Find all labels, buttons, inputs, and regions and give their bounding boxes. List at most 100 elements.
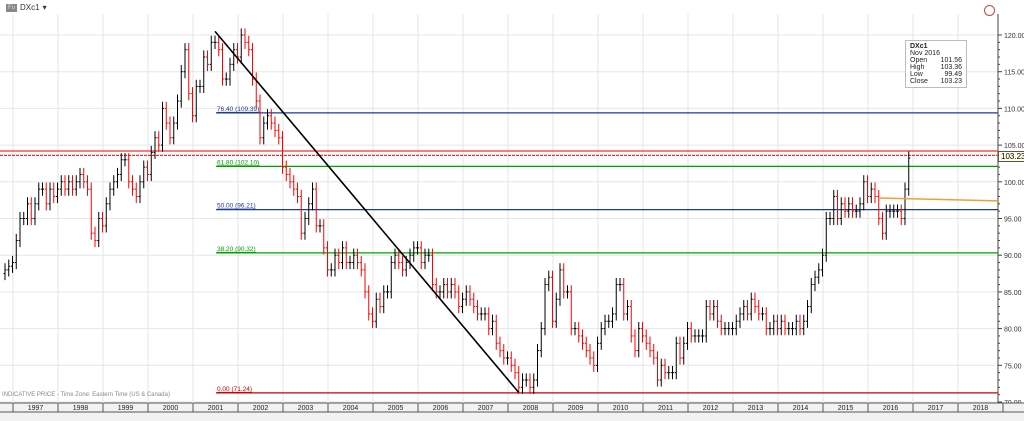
ohlc-bar xyxy=(288,167,292,189)
ohlc-bar xyxy=(176,94,179,130)
ohlc-bar xyxy=(389,255,393,299)
ohlc-bar xyxy=(116,167,119,189)
ohlc-bar xyxy=(74,175,78,196)
ohlc-bar xyxy=(498,336,502,358)
ohlc-bar xyxy=(52,182,56,204)
ohlc-bar xyxy=(266,109,269,130)
ohlc-bar xyxy=(667,366,671,380)
tooltip-label: Low xyxy=(910,71,923,78)
ohlc-bar xyxy=(487,307,491,336)
ohlc-bar xyxy=(262,116,266,145)
ohlc-bar xyxy=(112,175,116,196)
fib-level-label: 76.40 (109.39) xyxy=(217,106,259,113)
ohlc-bar xyxy=(123,153,127,167)
x-tick-label: 2010 xyxy=(613,405,629,412)
x-tick-label: 2002 xyxy=(253,405,269,412)
x-tick-label: 2009 xyxy=(568,405,584,412)
ohlc-bar xyxy=(239,28,243,64)
x-tick-label: 2001 xyxy=(208,405,224,412)
ohlc-bar xyxy=(513,358,517,380)
ohlc-bar xyxy=(146,160,149,182)
caret-down-icon[interactable]: ▾ xyxy=(42,3,47,12)
ohlc-bar xyxy=(637,321,641,358)
ohlc-bar xyxy=(847,197,851,218)
ohlc-bar xyxy=(202,50,206,93)
y-tick-label: 95.00 xyxy=(1004,217,1022,224)
ohlc-bar xyxy=(149,145,153,182)
ohlc-bar xyxy=(851,197,854,218)
ohlc-bar xyxy=(352,248,356,270)
tooltip-value: 101.56 xyxy=(940,57,962,64)
ohlc-bar xyxy=(757,299,761,321)
y-tick-label: 115.00 xyxy=(1004,70,1024,77)
ohlc-bar xyxy=(562,263,566,299)
ohlc-bar xyxy=(896,204,899,218)
x-tick-label: 2014 xyxy=(793,405,809,412)
ohlc-bar xyxy=(517,366,521,394)
ohlc-bar xyxy=(56,182,59,204)
ohlc-bar xyxy=(783,314,787,336)
ohlc-bar xyxy=(749,292,753,321)
ohlc-bar xyxy=(802,314,806,336)
tooltip-row: Low 99.49 xyxy=(910,71,962,78)
ohlc-bar xyxy=(626,299,629,321)
x-tick-label: 2012 xyxy=(703,405,719,412)
ohlc-bar xyxy=(674,336,678,380)
ohlc-bar xyxy=(22,211,26,226)
ohlc-bar xyxy=(772,314,776,336)
ohlc-bar xyxy=(382,285,386,314)
ohlc-bar xyxy=(903,182,907,226)
ohlc-bar xyxy=(296,182,299,204)
ohlc-bar xyxy=(86,175,89,196)
symbol-selector[interactable]: Fu DXc1 ▾ xyxy=(6,3,47,12)
ohlc-bar xyxy=(341,241,344,270)
ohlc-bar xyxy=(363,263,367,299)
clock-icon[interactable] xyxy=(984,5,995,16)
ohlc-bar xyxy=(761,307,764,321)
ohlc-bar xyxy=(63,175,67,196)
ohlc-bar xyxy=(581,329,584,350)
ohlc-bar xyxy=(416,241,419,255)
ohlc-bar xyxy=(442,277,446,299)
x-tick-label: 2007 xyxy=(478,405,494,412)
symbol-label: DXc1 xyxy=(20,3,40,12)
tooltip-value: 103.23 xyxy=(940,78,962,85)
ohlc-bar xyxy=(641,321,644,343)
ohlc-bar xyxy=(164,101,168,130)
fib-level-label: 38.20 (90.32) xyxy=(217,246,256,253)
ohlc-bar xyxy=(423,248,427,270)
ohlc-bar xyxy=(532,373,536,394)
ohlc-bar xyxy=(419,241,423,270)
ohlc-bar xyxy=(678,336,682,365)
ohlc-bar xyxy=(322,219,326,255)
ohlc-bar xyxy=(59,175,63,196)
ohlc-bar xyxy=(881,211,884,240)
ohlc-bar xyxy=(464,285,468,306)
ohlc-bar xyxy=(213,35,217,49)
x-tick-label: 2004 xyxy=(343,405,359,412)
ohlc-bar xyxy=(243,28,247,49)
ohlc-bar xyxy=(506,351,509,365)
ohlc-bar xyxy=(716,299,719,328)
ohlc-bar xyxy=(892,204,896,218)
ohlc-bar xyxy=(723,321,727,336)
x-tick-label: 1998 xyxy=(73,405,89,412)
ohlc-bar xyxy=(183,43,187,79)
ohlc-bar xyxy=(828,211,832,226)
ohlc-bar xyxy=(648,336,652,358)
ohlc-bar xyxy=(682,336,686,365)
ohlc-bar xyxy=(7,259,11,277)
ohlc-bar xyxy=(611,307,614,328)
ohlc-bar xyxy=(187,43,191,101)
ohlc-bar xyxy=(3,263,7,281)
ohlc-bar xyxy=(742,299,746,321)
ohlc-bar xyxy=(836,189,839,226)
x-tick-label: 2008 xyxy=(523,405,539,412)
ohlc-bar xyxy=(172,116,176,145)
ohlc-bar xyxy=(206,50,209,71)
ohlc-bar xyxy=(877,189,881,226)
ohlc-bar xyxy=(168,116,172,145)
ohlc-bar xyxy=(607,314,611,328)
ohlc-bar xyxy=(191,87,194,123)
